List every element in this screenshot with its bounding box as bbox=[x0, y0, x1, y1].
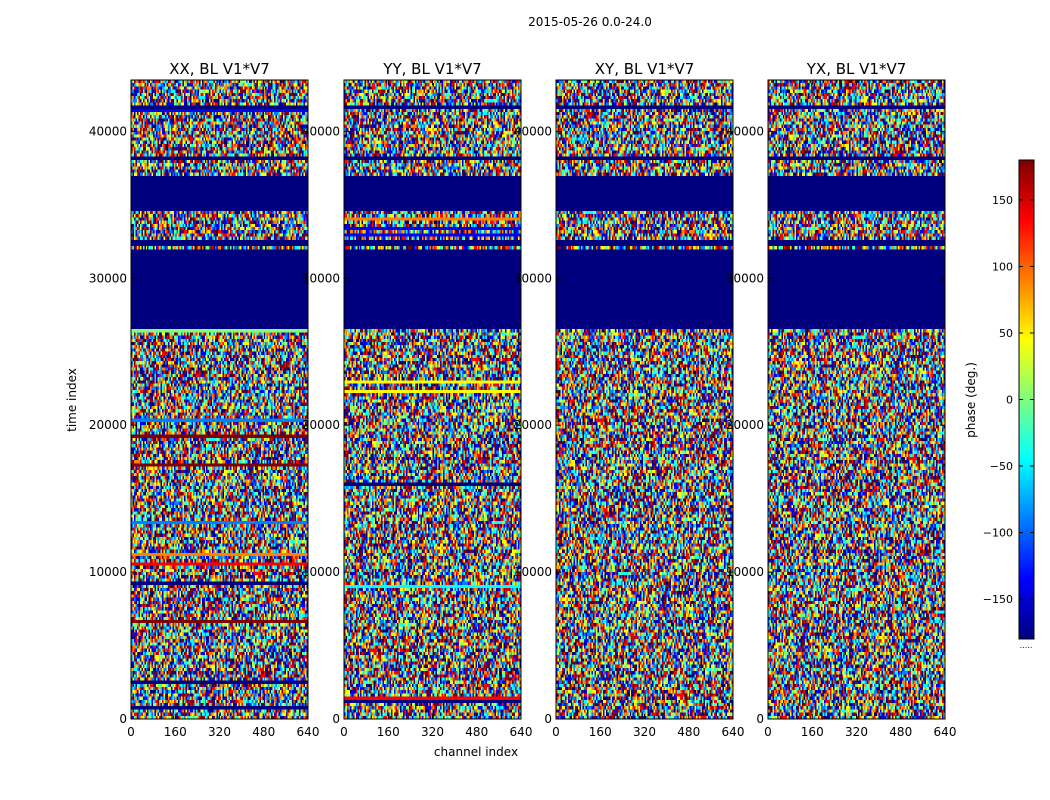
x-tick-label: 320 bbox=[845, 725, 868, 739]
panel-3: YX, BL V1*V7 0 160 320 480 640 0 10000 20000 3000… bbox=[726, 60, 957, 739]
y-axis-label: time index bbox=[65, 368, 79, 432]
y-tick-label: 20000 bbox=[726, 418, 764, 432]
colorbar-ticks: 150 100 50 0 −50 −100 −150 bbox=[983, 194, 1034, 606]
panel-1: YY, BL V1*V7 0 160 320 480 640 0 10000 20000 3000… bbox=[302, 60, 533, 739]
panel-title: XX, BL V1*V7 bbox=[169, 60, 270, 78]
colorbar-tick-label: −150 bbox=[983, 593, 1013, 606]
x-tick-label: 480 bbox=[889, 725, 912, 739]
y-tick-label: 10000 bbox=[302, 565, 340, 579]
y-tick-label: 20000 bbox=[514, 418, 552, 432]
panel-title: XY, BL V1*V7 bbox=[595, 60, 695, 78]
x-tick-label: 160 bbox=[589, 725, 612, 739]
x-tick-label: 640 bbox=[297, 725, 320, 739]
x-tick-label: 320 bbox=[208, 725, 231, 739]
colorbar-tick-label: −100 bbox=[983, 527, 1013, 540]
x-tick-label: 160 bbox=[164, 725, 187, 739]
x-tick-label: 0 bbox=[127, 725, 135, 739]
x-tick-label: 320 bbox=[421, 725, 444, 739]
y-tick-label: 10000 bbox=[726, 565, 764, 579]
y-tick-label: 20000 bbox=[89, 418, 127, 432]
x-tick-label: 0 bbox=[552, 725, 560, 739]
colorbar: 150 100 50 0 −50 −100 −150 phase (deg.) ..... bbox=[964, 159, 1035, 650]
y-tick-label: 0 bbox=[544, 712, 552, 726]
panel-2: XY, BL V1*V7 0 160 320 480 640 0 10000 20000 3000… bbox=[514, 60, 745, 739]
x-tick-label: 160 bbox=[801, 725, 824, 739]
y-tick-label: 0 bbox=[332, 712, 340, 726]
colorbar-tick-label: 50 bbox=[999, 327, 1013, 340]
y-tick-label: 40000 bbox=[726, 124, 764, 138]
x-axis-label: channel index bbox=[434, 745, 518, 759]
colorbar-label: phase (deg.) bbox=[964, 362, 978, 438]
heatmap-image bbox=[344, 80, 521, 719]
y-tick-label: 30000 bbox=[726, 271, 764, 285]
y-tick-label: 30000 bbox=[302, 271, 340, 285]
panel-0: XX, BL V1*V7 0 160 320 480 640 0 10000 20000 3000… bbox=[89, 60, 320, 739]
y-tick-label: 40000 bbox=[514, 124, 552, 138]
x-tick-label: 0 bbox=[340, 725, 348, 739]
x-tick-label: 480 bbox=[677, 725, 700, 739]
x-tick-label: 320 bbox=[633, 725, 656, 739]
x-tick-label: 640 bbox=[722, 725, 745, 739]
y-tick-label: 40000 bbox=[302, 124, 340, 138]
x-tick-label: 480 bbox=[465, 725, 488, 739]
y-tick-label: 20000 bbox=[302, 418, 340, 432]
panel-title: YY, BL V1*V7 bbox=[382, 60, 481, 78]
y-tick-label: 10000 bbox=[514, 565, 552, 579]
x-tick-label: 480 bbox=[252, 725, 275, 739]
y-tick-label: 0 bbox=[756, 712, 764, 726]
y-tick-label: 40000 bbox=[89, 124, 127, 138]
y-tick-label: 10000 bbox=[89, 565, 127, 579]
y-tick-label: 30000 bbox=[89, 271, 127, 285]
colorbar-tick-label: 100 bbox=[992, 260, 1013, 273]
heatmap-image bbox=[131, 80, 308, 719]
heatmap-image bbox=[556, 80, 733, 719]
x-tick-label: 160 bbox=[377, 725, 400, 739]
colorbar-tick-label: 0 bbox=[1006, 394, 1013, 407]
x-tick-label: 0 bbox=[764, 725, 772, 739]
x-tick-label: 640 bbox=[510, 725, 533, 739]
figure-title: 2015-05-26 0.0-24.0 bbox=[528, 15, 652, 29]
colorbar-tick-label: −50 bbox=[990, 460, 1013, 473]
colorbar-tick-label: 150 bbox=[992, 194, 1013, 207]
panel-title: YX, BL V1*V7 bbox=[806, 60, 907, 78]
x-tick-label: 640 bbox=[934, 725, 957, 739]
y-tick-label: 0 bbox=[119, 712, 127, 726]
heatmap-image bbox=[768, 80, 945, 719]
y-tick-label: 30000 bbox=[514, 271, 552, 285]
panels: XX, BL V1*V7 0 160 320 480 640 0 10000 20000 3000… bbox=[89, 60, 957, 739]
colorbar-bottom-label: ..... bbox=[1020, 641, 1033, 650]
